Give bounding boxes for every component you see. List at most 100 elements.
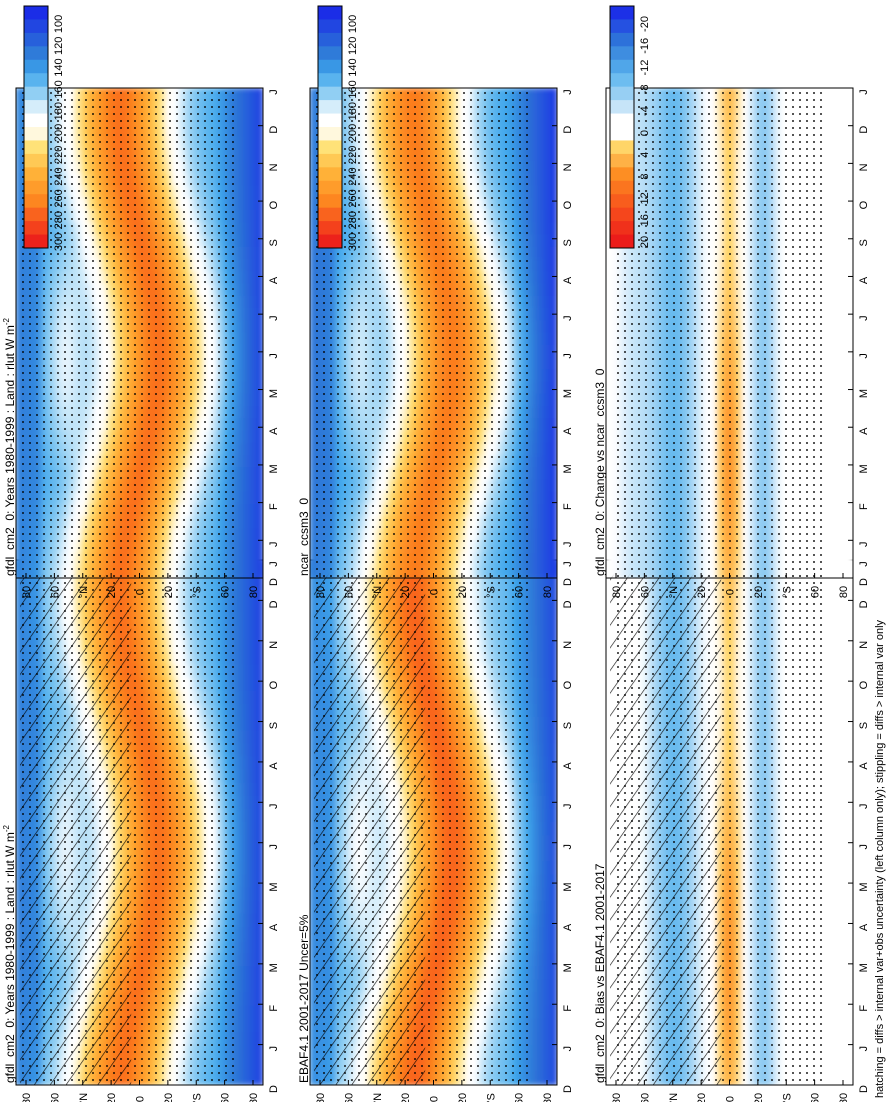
heatmap-cell	[543, 940, 552, 955]
heatmap-cell	[543, 703, 552, 719]
heatmap-cell	[310, 246, 318, 261]
heatmap-cell	[310, 136, 318, 150]
heatmap-cell	[16, 769, 24, 784]
heatmap-cell	[550, 861, 557, 876]
heatmap-cell	[256, 516, 263, 530]
heatmap-cell	[243, 979, 251, 994]
heatmap-cell	[256, 467, 263, 481]
heatmap-cell	[310, 344, 318, 359]
heatmap-cell	[16, 185, 24, 199]
heatmap-cell	[16, 124, 24, 138]
heatmap-cell	[243, 516, 251, 530]
heatmap-cell	[249, 112, 258, 126]
heatmap-cell	[537, 1018, 545, 1034]
heatmap-cell	[236, 234, 245, 248]
heatmap-cell	[243, 467, 251, 481]
lat-tick-label: 0	[135, 589, 147, 595]
heatmap-cell	[256, 540, 263, 555]
heatmap-cell	[243, 136, 251, 150]
heatmap-cell	[249, 540, 258, 555]
heatmap-cell	[256, 1018, 263, 1034]
heatmap-cell	[310, 1032, 318, 1047]
heatmap-cell	[310, 381, 318, 395]
heatmap-cell	[550, 598, 557, 614]
heatmap-cell	[236, 572, 245, 587]
lat-tick-label: °S	[191, 1093, 203, 1102]
heatmap-cell	[256, 887, 263, 902]
heatmap-cell	[543, 874, 552, 889]
heatmap-cell	[16, 612, 24, 627]
heatmap-cell	[537, 940, 545, 955]
heatmap-cell	[249, 717, 258, 732]
heatmap-cell	[256, 690, 263, 706]
heatmap-cell	[249, 651, 258, 666]
heatmap-cell	[537, 966, 545, 981]
heatmap-cell	[310, 979, 318, 994]
heatmap-cell	[530, 835, 539, 850]
heatmap-cell	[243, 442, 251, 457]
heatmap-cell	[16, 381, 24, 395]
month-tick-label: J	[268, 1046, 280, 1052]
heatmap-cell	[310, 320, 318, 334]
heatmap-cell	[256, 99, 263, 114]
heatmap-cell	[550, 756, 557, 771]
heatmap-cell	[243, 222, 251, 236]
heatmap-cell	[256, 553, 263, 567]
heatmap-cell	[256, 625, 263, 640]
heatmap-cell	[236, 822, 245, 837]
heatmap-cell	[543, 1071, 552, 1085]
heatmap-cell	[236, 900, 245, 916]
heatmap-cell	[530, 795, 539, 811]
heatmap-cell	[243, 320, 251, 334]
heatmap-cell	[256, 369, 263, 383]
heatmap-cell	[249, 246, 258, 261]
heatmap-cell	[256, 246, 263, 261]
heatmap-cell	[243, 553, 251, 567]
heatmap-cell	[249, 861, 258, 876]
heatmap-cell	[249, 467, 258, 481]
heatmap-cell	[537, 638, 545, 653]
heatmap-cell	[543, 782, 552, 797]
month-tick-label: D	[268, 126, 280, 134]
heatmap-cell	[16, 638, 24, 653]
heatmap-cell	[550, 887, 557, 902]
heatmap-cell	[236, 717, 245, 732]
heatmap-cell	[16, 112, 24, 126]
heatmap-cell	[236, 743, 245, 758]
heatmap-cell	[530, 940, 539, 955]
heatmap-cell	[256, 393, 263, 408]
heatmap-cell	[550, 625, 557, 640]
heatmap-cell	[16, 690, 24, 706]
heatmap-cell	[310, 271, 318, 285]
heatmap-cell	[236, 185, 245, 199]
heatmap-cell	[310, 393, 318, 408]
heatmap-cell	[16, 467, 24, 481]
heatmap-cell	[249, 234, 258, 248]
heatmap-cell	[550, 585, 557, 601]
heatmap-cell	[243, 406, 251, 420]
heatmap-cell	[249, 504, 258, 518]
heatmap-cell	[236, 295, 245, 310]
heatmap-cell	[537, 822, 545, 837]
heatmap-cell	[310, 283, 318, 297]
heatmap-cell	[310, 690, 318, 706]
heatmap-cell	[249, 369, 258, 383]
heatmap-cell	[243, 612, 251, 627]
heatmap-cell	[236, 528, 245, 542]
lat-tick-label: 80	[248, 586, 260, 598]
month-tick-label: D	[562, 600, 574, 608]
heatmap-cell	[243, 940, 251, 955]
lat-tick-label: °S	[485, 1093, 497, 1102]
month-tick-label: D	[268, 600, 280, 608]
heatmap-cell	[256, 756, 263, 771]
heatmap-cell	[16, 835, 24, 850]
heatmap-cell	[243, 1018, 251, 1034]
month-tick-label: O	[268, 200, 280, 209]
heatmap-cell	[243, 565, 251, 578]
heatmap-cell	[543, 730, 552, 745]
heatmap-cell	[249, 822, 258, 837]
heatmap-cell	[236, 540, 245, 555]
heatmap-cell	[256, 491, 263, 506]
heatmap-cell	[236, 612, 245, 627]
heatmap-cell	[537, 992, 545, 1007]
